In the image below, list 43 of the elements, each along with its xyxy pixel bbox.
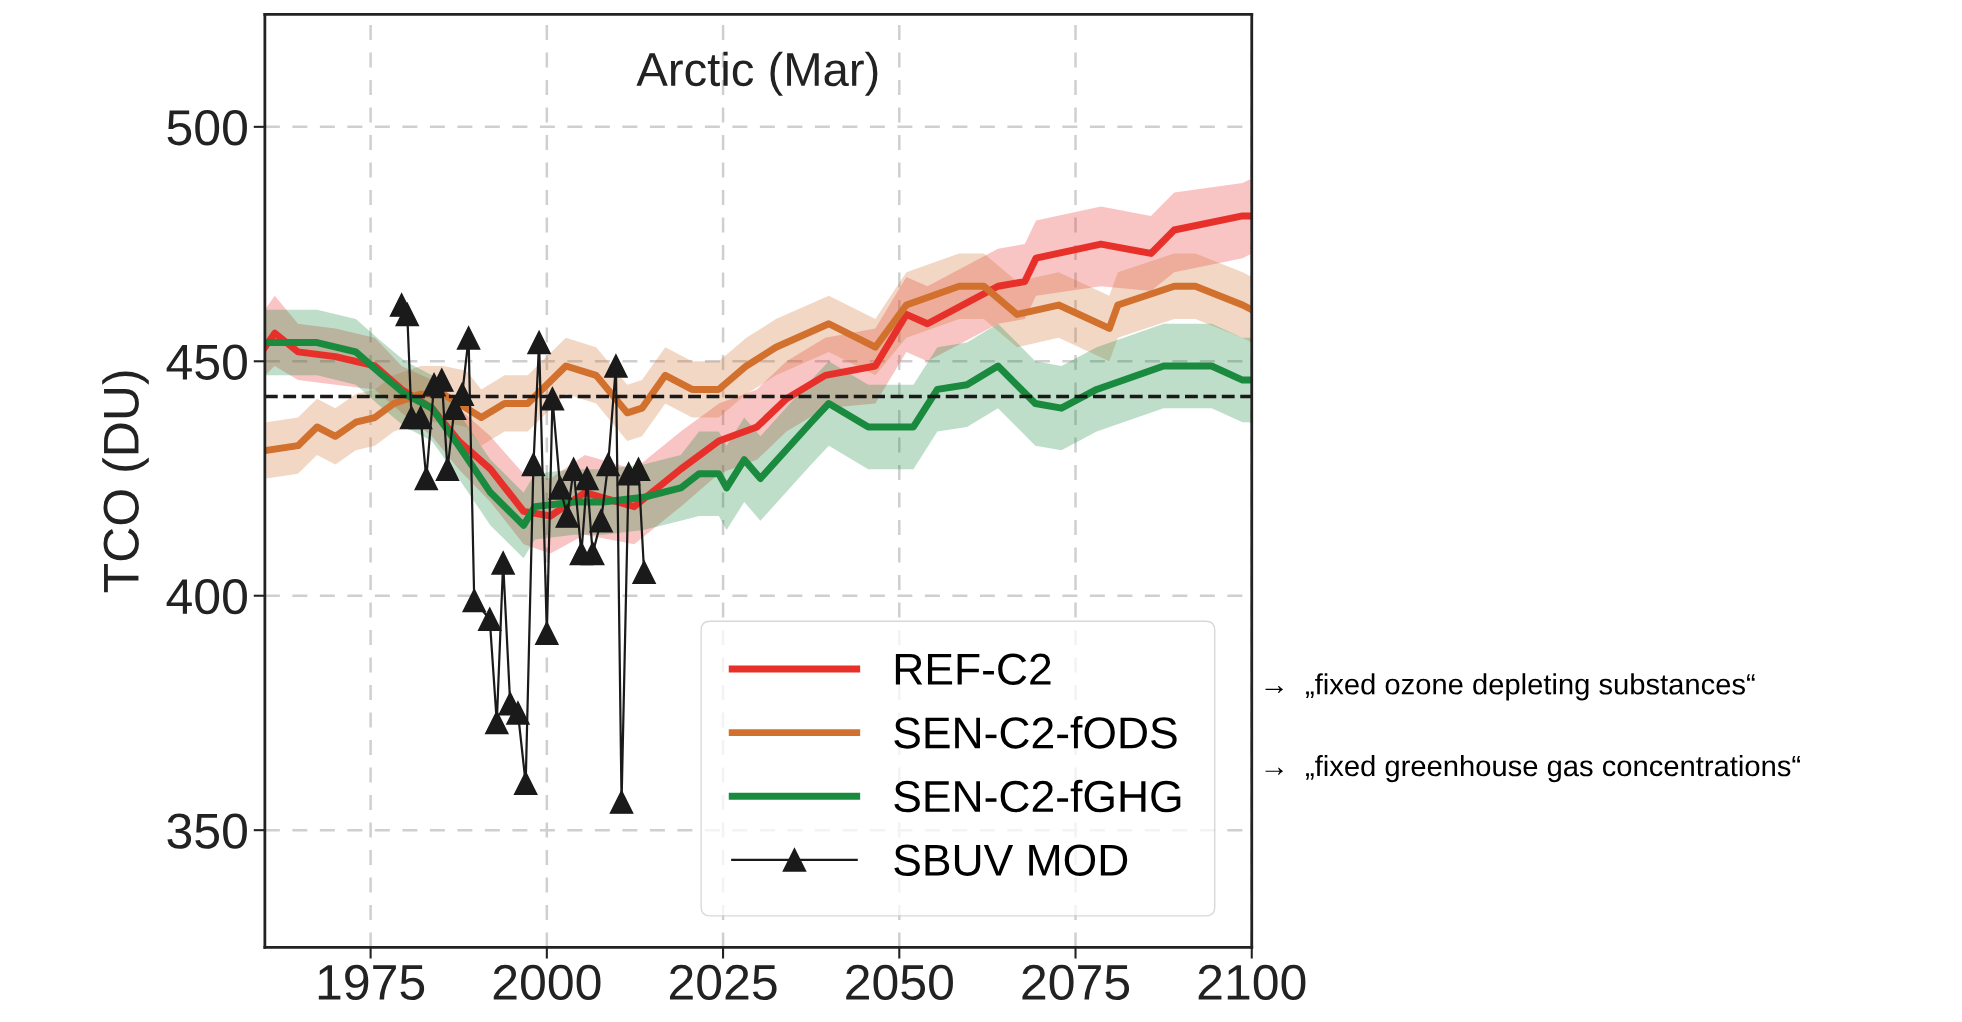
x-tick-label: 2100 [1198,964,1306,1001]
point [555,504,580,528]
x-tick-label: 2050 [846,964,953,1001]
y-tick-label: 400 [166,578,247,615]
point [535,621,559,646]
point [462,588,487,613]
y-tick-label: 350 [167,813,247,849]
x-tick-label: 2025 [669,964,777,1001]
point [484,710,509,735]
point [561,457,586,481]
text: Arctic (Mar) [636,51,878,96]
y-axis-title: TCO (DU) [102,371,149,593]
y-tick-label: 500 [167,110,247,146]
point [491,551,515,575]
point [540,386,565,411]
point [548,476,573,500]
point [589,508,613,533]
point [414,466,439,491]
point [596,452,620,477]
point [477,607,502,631]
x-tick-label: 2000 [493,964,601,1001]
point [575,466,599,491]
point [456,326,481,350]
point [506,701,530,725]
y-tick-label: 450 [166,344,247,380]
point [609,790,634,814]
text: → „fixed greenhouse gas concentrations“ [1265,754,1801,783]
point [408,405,433,430]
point [580,541,605,566]
point [527,330,551,355]
point [435,457,460,481]
legend-label: SEN-C2-fGHG [894,779,1181,813]
point [395,302,420,327]
x-tick-label: 1975 [318,964,425,1001]
point [604,354,628,378]
point [632,560,656,585]
x-tick-label: 2075 [1022,964,1130,1001]
point [521,452,546,477]
legend-label: SEN-C2-fODS [894,716,1177,749]
text: → „fixed ozone depleting substances“ [1265,673,1755,701]
legend-label: SBUV MOD [894,844,1128,876]
point [513,771,538,796]
legend-label: REF-C2 [895,653,1051,685]
